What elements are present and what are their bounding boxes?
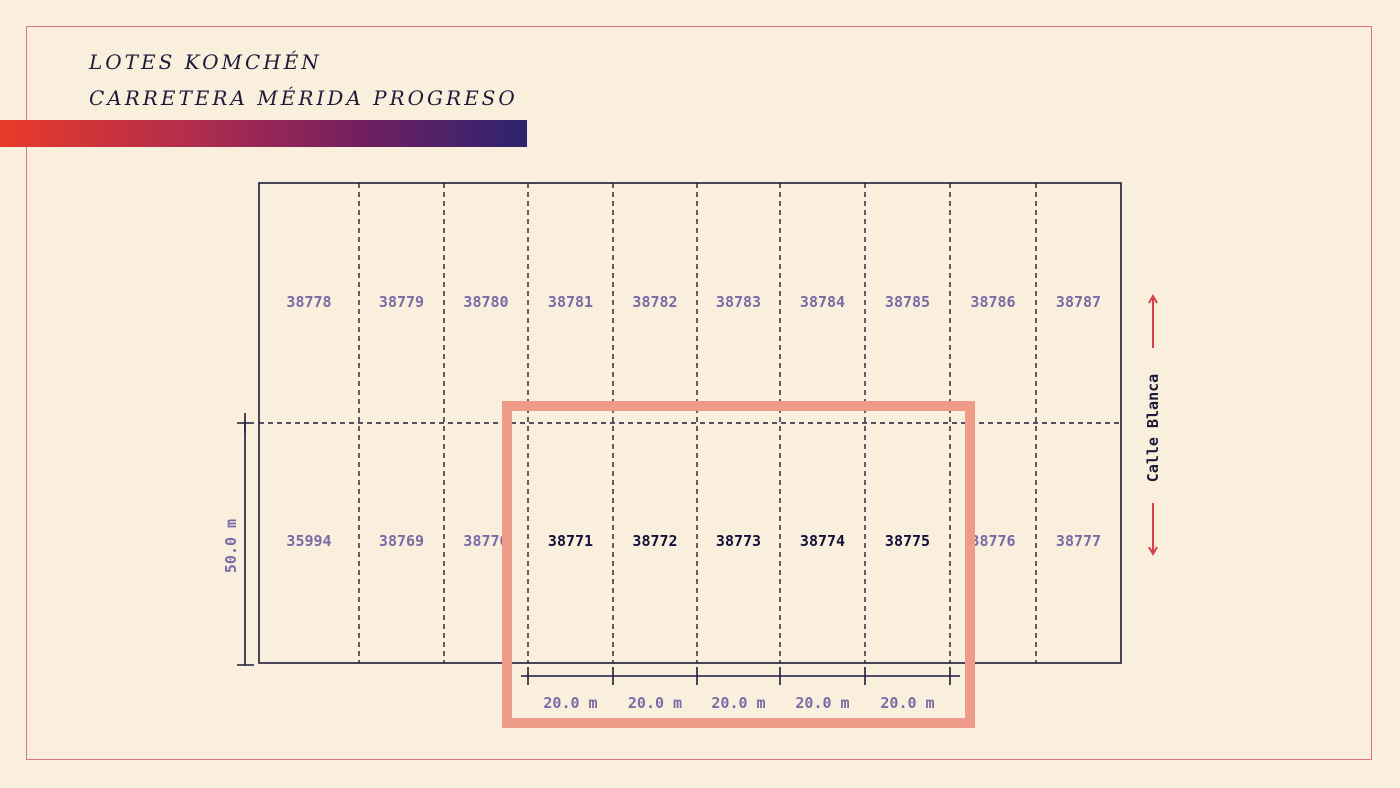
street-indicator: Calle Blanca (1144, 293, 1162, 557)
lot-label-38775: 38775 (885, 532, 930, 550)
width-label: 20.0 m (628, 694, 682, 712)
width-label: 20.0 m (795, 694, 849, 712)
lot-label-38777: 38777 (1056, 532, 1101, 550)
lot-label-38772: 38772 (632, 532, 677, 550)
lot-grid (258, 182, 1122, 664)
title-line-1: LOTES KOMCHÉN (89, 50, 322, 74)
lot-label-38774: 38774 (800, 532, 845, 550)
lot-label-38776: 38776 (970, 532, 1015, 550)
lot-label-38779: 38779 (379, 293, 424, 311)
lot-label-38771: 38771 (548, 532, 593, 550)
page-frame (26, 26, 1372, 760)
lot-label-38786: 38786 (970, 293, 1015, 311)
highlight-box (502, 401, 975, 728)
lot-label-38770: 38770 (463, 532, 508, 550)
depth-label: 50.0 m (222, 519, 240, 573)
lot-label-38778: 38778 (286, 293, 331, 311)
width-label: 20.0 m (711, 694, 765, 712)
lot-label-35994: 35994 (286, 532, 331, 550)
arrow-down-icon (1148, 546, 1158, 557)
lot-label-38773: 38773 (716, 532, 761, 550)
lot-label-38787: 38787 (1056, 293, 1101, 311)
width-label: 20.0 m (543, 694, 597, 712)
arrow-up-icon (1148, 293, 1158, 304)
lot-label-38781: 38781 (548, 293, 593, 311)
lot-label-38784: 38784 (800, 293, 845, 311)
dimension-lines: 50.0 m 20.0 m 20.0 m 20.0 m 20.0 m 20.0 m (222, 413, 960, 712)
street-label: Calle Blanca (1144, 374, 1162, 482)
lot-labels: 38778 38779 38780 38781 38782 38783 38784 38785… (286, 293, 1101, 550)
width-label: 20.0 m (880, 694, 934, 712)
lot-label-38769: 38769 (379, 532, 424, 550)
title-line-2: CARRETERA MÉRIDA PROGRESO (89, 86, 518, 110)
lot-label-38780: 38780 (463, 293, 508, 311)
lot-label-38785: 38785 (885, 293, 930, 311)
title-gradient-bar (0, 120, 527, 147)
lot-label-38783: 38783 (716, 293, 761, 311)
lot-label-38782: 38782 (632, 293, 677, 311)
